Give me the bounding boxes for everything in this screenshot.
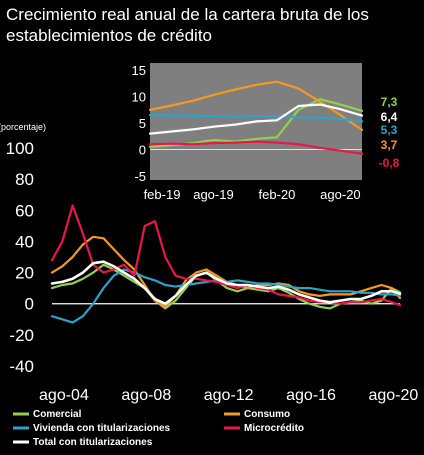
inset-end-label: 5,3: [381, 123, 398, 137]
y-tick-label: 80: [15, 170, 34, 189]
inset-x-tick-label: ago-19: [193, 187, 233, 202]
y-tick-label: 100: [6, 139, 34, 158]
inset-y-tick-label: -5: [134, 169, 146, 184]
y-tick-label: 40: [15, 232, 34, 251]
inset-y-tick-label: 10: [132, 90, 146, 105]
x-tick-label: ago-20: [368, 387, 418, 404]
inset-end-label: 7,3: [381, 95, 398, 109]
x-tick-label: ago-04: [39, 387, 89, 404]
y-tick-label: 60: [15, 201, 34, 220]
legend-label: Comercial: [33, 409, 82, 420]
chart-title: Crecimiento real anual de la cartera bru…: [6, 5, 369, 45]
y-axis-label: (porcentaje): [0, 122, 46, 132]
inset-x-tick-label: feb-20: [259, 187, 296, 202]
y-tick-label: -20: [9, 326, 34, 345]
x-tick-label: ago-12: [204, 387, 254, 404]
series-line-vivienda-con-titularizaciones: [50, 268, 402, 324]
legend-label: Microcrédito: [244, 423, 304, 434]
inset-end-label: 6,4: [381, 110, 398, 124]
legend-label: Total con titularizaciones: [33, 437, 153, 448]
x-tick-label: ago-08: [121, 387, 171, 404]
inset-y-tick-label: 5: [139, 116, 146, 131]
inset-series-line-vivienda-con-titularizaciones: [148, 113, 364, 123]
inset-series-line-microcrédito: [148, 140, 364, 155]
y-tick-label: 0: [25, 295, 34, 314]
series-line-total-con-titularizaciones: [50, 260, 402, 305]
y-tick-label: 20: [15, 264, 34, 283]
series-line-microcrédito: [50, 204, 402, 307]
inset-end-label: -0,8: [379, 156, 400, 170]
inset-x-tick-label: ago-20: [320, 187, 360, 202]
legend-label: Vivienda con titularizaciones: [33, 423, 171, 434]
legend-label: Consumo: [244, 409, 290, 420]
y-tick-label: -40: [9, 357, 34, 376]
inset-end-label: 3,7: [381, 138, 398, 152]
inset-x-tick-label: feb-19: [144, 187, 181, 202]
inset-y-tick-label: 15: [132, 63, 146, 78]
inset-y-tick-label: 0: [139, 143, 146, 158]
inset-series-line-total-con-titularizaciones: [148, 103, 364, 135]
x-tick-label: ago-16: [286, 387, 336, 404]
